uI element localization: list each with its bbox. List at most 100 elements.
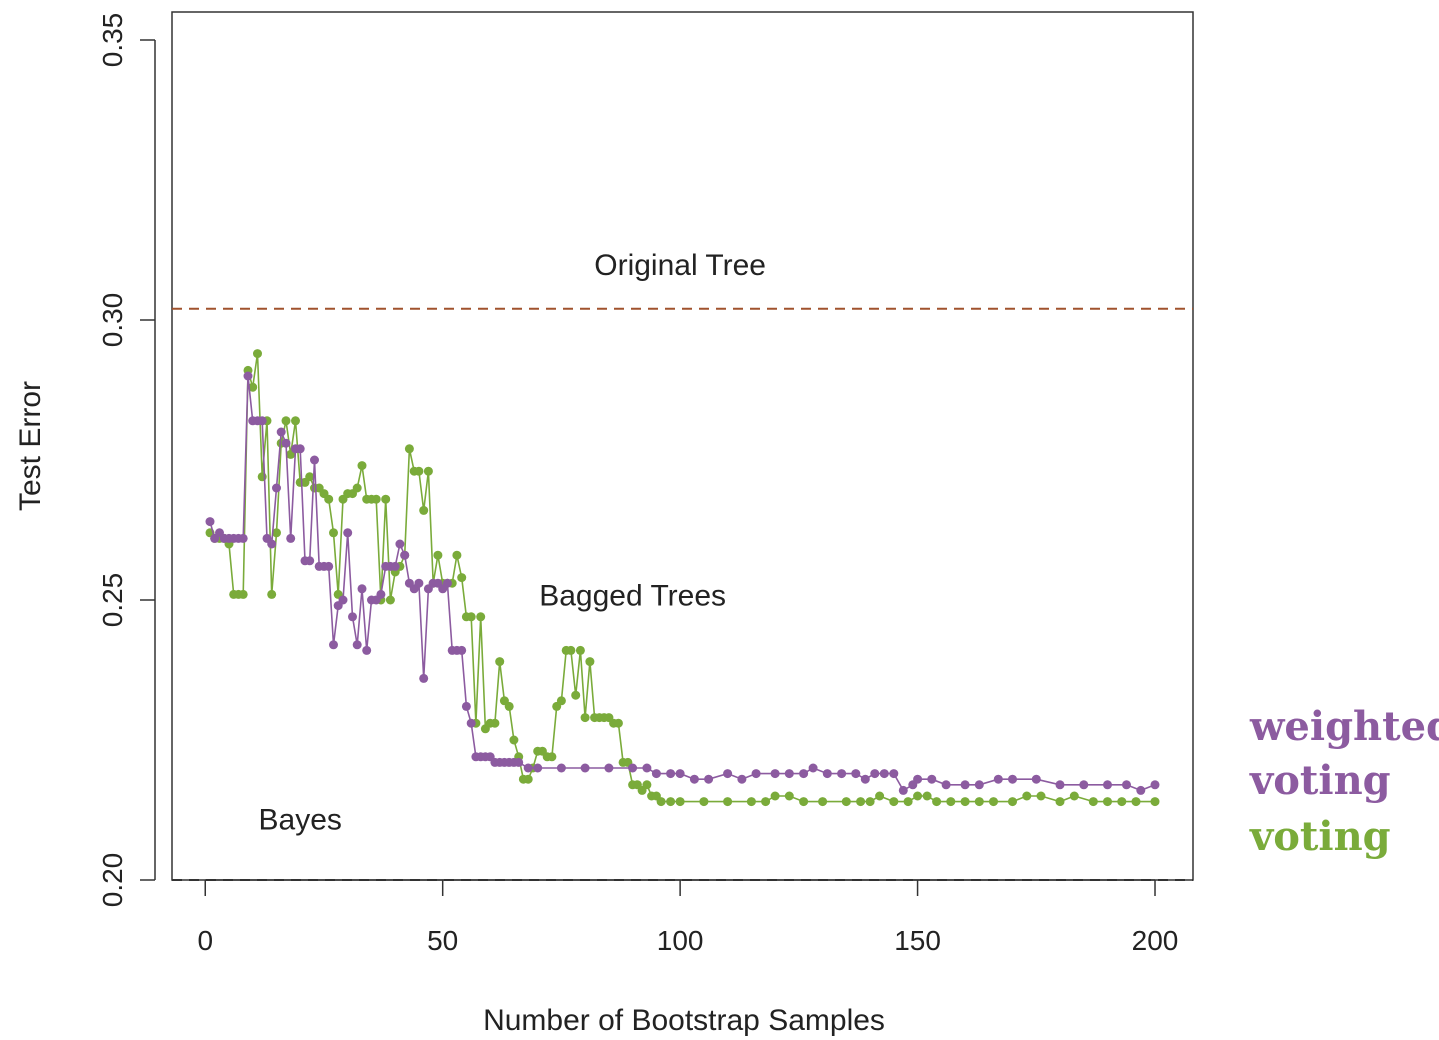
data-point-voting [556,696,566,706]
data-point-voting [490,718,500,728]
data-point-weighted-voting [689,774,699,784]
data-point-voting [509,735,519,745]
data-point-voting [974,797,984,807]
x-tick-label: 200 [1132,925,1179,956]
data-point-voting [675,797,685,807]
x-axis: 0 50 100 150 200 [197,879,1179,956]
data-point-weighted-voting [461,701,471,711]
data-point-weighted-voting [704,774,714,784]
data-point-weighted-voting [889,769,899,779]
data-point-voting [699,797,709,807]
data-point-weighted-voting [514,757,524,767]
series-weighted-voting [205,371,1160,795]
data-point-weighted-voting [523,763,533,773]
data-point-voting [571,690,581,700]
data-point-weighted-voting [628,763,638,773]
series-layer [205,349,1160,807]
data-point-voting [922,791,932,801]
data-point-voting [253,349,262,359]
data-point-weighted-voting [604,763,614,773]
legend-weighted-voting: weighted voting [1250,700,1439,808]
data-point-voting [761,797,771,807]
data-point-weighted-voting [348,612,357,622]
data-point-voting [913,791,923,801]
data-point-weighted-voting [1055,780,1065,790]
data-point-weighted-voting [1150,780,1160,790]
data-point-voting [656,797,666,807]
data-point-weighted-voting [343,528,353,538]
y-tick-label: 0.20 [97,853,128,908]
data-point-voting [585,657,595,667]
data-point-voting [466,612,476,622]
data-point-weighted-voting [205,517,215,527]
data-point-weighted-voting [400,550,410,560]
data-point-voting [291,416,300,426]
data-point-voting [642,780,652,790]
data-point-voting [404,444,414,454]
data-point-weighted-voting [1079,780,1089,790]
data-point-voting [523,774,533,784]
data-point-voting [495,657,505,667]
y-tick-label: 0.35 [97,13,128,68]
plot-frame [171,11,1194,881]
x-tick-label: 50 [427,925,458,956]
data-point-weighted-voting [338,595,348,605]
data-point-weighted-voting [808,763,818,773]
data-point-voting [248,382,258,392]
data-point-voting [566,645,576,655]
data-point-weighted-voting [267,539,277,549]
data-point-voting [989,797,998,807]
data-point-weighted-voting [822,769,832,779]
legend-word: weighted [1250,703,1439,750]
data-point-weighted-voting [466,718,476,728]
data-point-weighted-voting [737,774,747,784]
data-point-voting [1117,797,1127,807]
annotation-layer: Original Tree Bagged Trees Bayes [259,249,766,836]
data-point-voting [903,797,913,807]
data-point-voting [946,797,956,807]
data-point-voting [889,797,899,807]
data-point-voting [799,797,809,807]
data-point-weighted-voting [784,769,794,779]
data-point-voting [272,528,281,538]
data-point-voting [1008,797,1017,807]
data-point-voting [504,701,514,711]
data-point-voting [357,461,367,471]
data-point-weighted-voting [1103,780,1112,790]
data-point-voting [547,752,557,762]
data-point-weighted-voting [799,769,809,779]
data-point-voting [419,505,429,515]
y-axis: 0.20 0.25 0.30 0.35 [97,13,156,908]
data-point-voting [723,797,733,807]
data-point-weighted-voting [870,769,880,779]
data-point-weighted-voting [1136,785,1146,795]
data-point-voting [841,797,851,807]
series-voting [205,349,1160,807]
data-point-weighted-voting [580,763,590,773]
data-point-weighted-voting [723,769,733,779]
data-point-weighted-voting [286,533,296,543]
data-point-voting [875,791,885,801]
data-point-voting [1055,797,1065,807]
data-point-voting [1069,791,1079,801]
data-point-weighted-voting [556,763,566,773]
data-point-weighted-voting [851,769,861,779]
data-point-voting [457,573,467,583]
data-point-voting [414,466,424,476]
data-point-weighted-voting [898,785,908,795]
x-tick-label: 0 [197,925,213,956]
data-point-weighted-voting [305,556,315,566]
data-point-voting [575,645,585,655]
data-point-weighted-voting [666,769,676,779]
data-point-voting [784,791,794,801]
data-point-voting [352,483,362,493]
data-point-voting [1022,791,1032,801]
annotation-original-tree: Original Tree [594,249,766,282]
legend-voting: voting [1250,813,1391,860]
data-point-voting [865,797,875,807]
data-point-voting [1088,797,1098,807]
data-point-voting [1103,797,1112,807]
data-point-weighted-voting [257,416,267,426]
data-point-voting [381,494,391,504]
